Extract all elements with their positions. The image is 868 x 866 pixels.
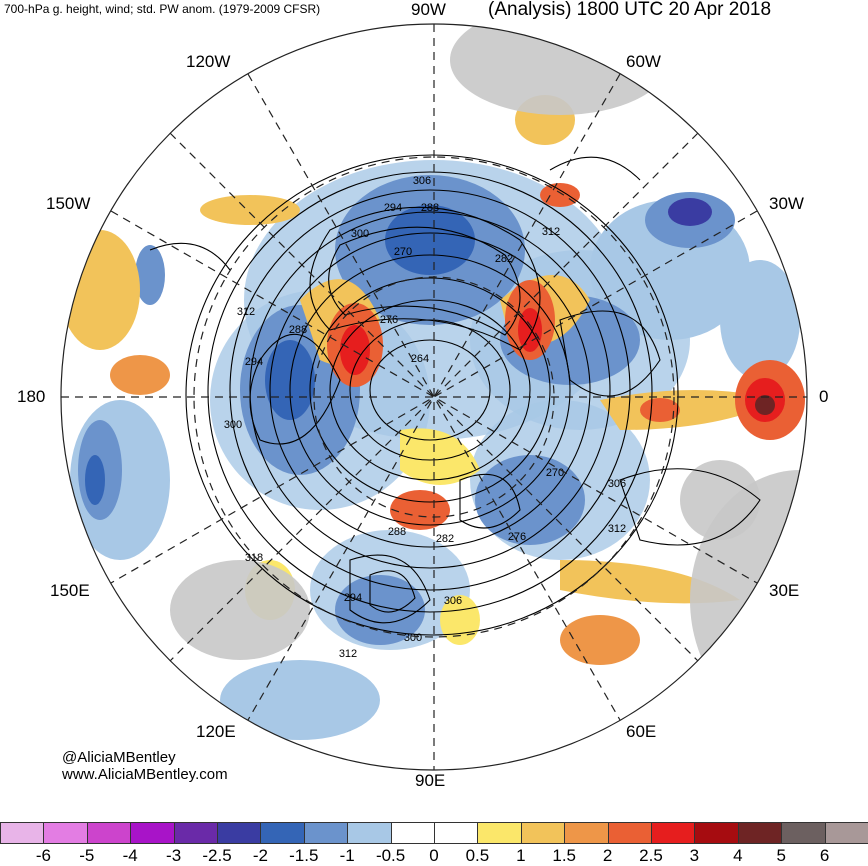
colorbar-cell (520, 822, 566, 844)
longitude-label-120w: 120W (186, 52, 231, 71)
contour-label: 294 (344, 592, 362, 604)
longitude-label-30e: 30E (769, 581, 800, 600)
colorbar-cell (303, 822, 349, 844)
colorbar-cell (434, 822, 479, 844)
longitude-label-150w: 150W (46, 194, 91, 213)
colorbar-cell (0, 822, 45, 844)
longitude-label-60e: 60E (626, 722, 657, 741)
colorbar-tick-label: 4 (733, 846, 743, 865)
colorbar-tick-label: -6 (35, 846, 51, 865)
colorbar-tick-label: -2.5 (202, 846, 232, 865)
contour-label: 312 (542, 226, 560, 238)
colorbar-tick-label: -0.5 (375, 846, 406, 865)
colorbar-tick-label: -4 (122, 846, 138, 865)
map-title: (Analysis) 1800 UTC 20 Apr 2018 (488, 0, 772, 20)
longitude-label-180: 180 (17, 387, 46, 406)
contour-label: 300 (224, 419, 242, 431)
contour-label: 282 (495, 253, 513, 265)
colorbar-tick-label: 6 (819, 846, 830, 865)
colorbar-tick-label: 5 (776, 846, 786, 865)
contour-label: 270 (394, 246, 412, 258)
colorbar-cell (737, 822, 783, 844)
colorbar-cell (564, 822, 609, 844)
contour-label: 282 (436, 533, 454, 545)
colorbar-cell (173, 822, 218, 844)
contour-label: 270 (546, 467, 564, 479)
height-contours (149, 154, 761, 636)
contour-label: 288 (289, 324, 307, 336)
colorbar-cell (217, 822, 262, 844)
map-subtitle: 700-hPa g. height, wind; std. PW anom. (… (4, 2, 321, 16)
colorbar-cell (130, 822, 175, 844)
colorbar-cell (260, 822, 305, 844)
longitude-label-60w: 60W (626, 52, 661, 71)
colorbar-tick-label: -1.5 (289, 846, 319, 865)
longitude-label-30w: 30W (769, 194, 804, 213)
colorbar-cell (781, 822, 826, 844)
colorbar-cell (607, 822, 652, 844)
contour-label: 288 (388, 526, 406, 538)
colorbar-tick-label: -5 (79, 846, 95, 865)
colorbar-cell (86, 822, 132, 844)
colorbar-cell (43, 822, 88, 844)
colorbar-tick-label: 0.5 (465, 846, 490, 865)
credit-website: www.AliciaMBentley.com (62, 766, 228, 783)
colorbar-cell (824, 822, 868, 844)
contour-label: 312 (608, 523, 626, 535)
contour-label: 306 (608, 478, 626, 490)
contour-label: 294 (384, 202, 402, 214)
contour-label: 306 (444, 595, 462, 607)
longitude-label-0: 0 (819, 387, 829, 406)
credit-handle: @AliciaMBentley (62, 749, 176, 766)
colorbar-cell (694, 822, 739, 844)
colorbar-tick-label: 3 (689, 846, 700, 865)
contour-label: 306 (413, 175, 431, 187)
colorbar-tick-label: 2.5 (639, 846, 663, 865)
colorbar-tick-label: 2 (602, 846, 613, 865)
colorbar-tick-label: 1.5 (552, 846, 577, 865)
contour-label: 312 (339, 648, 357, 660)
colorbar-cell (477, 822, 522, 844)
contour-label: 312 (237, 306, 255, 318)
colorbar (0, 822, 868, 844)
polar-map: 306 294 288 300 270 282 312 276 264 288 … (60, 23, 808, 771)
contour-label: 264 (411, 353, 429, 365)
colorbar-tick-label: -3 (166, 846, 182, 865)
longitude-label-120e: 120E (196, 722, 236, 741)
colorbar-tick-label: -1 (339, 846, 355, 865)
colorbar-cell (390, 822, 435, 844)
contour-label: 288 (421, 202, 439, 214)
contour-label: 294 (245, 356, 263, 368)
longitude-label-90w: 90W (411, 0, 446, 19)
colorbar-tick-label: 0 (429, 846, 439, 865)
colorbar-cell (651, 822, 696, 844)
contour-labels: 306 294 288 300 270 282 312 276 264 288 … (224, 175, 626, 660)
graticule (60, 23, 808, 771)
colorbar-cell (347, 822, 392, 844)
contour-label: 300 (404, 632, 422, 644)
longitude-label-90e: 90E (415, 771, 446, 790)
longitude-label-150e: 150E (50, 581, 90, 600)
colorbar-tick-label: -2 (252, 846, 268, 865)
colorbar-tick-label: 1 (516, 846, 526, 865)
contour-label: 318 (245, 552, 263, 564)
contour-label: 300 (351, 228, 369, 240)
contour-label: 276 (508, 531, 526, 543)
